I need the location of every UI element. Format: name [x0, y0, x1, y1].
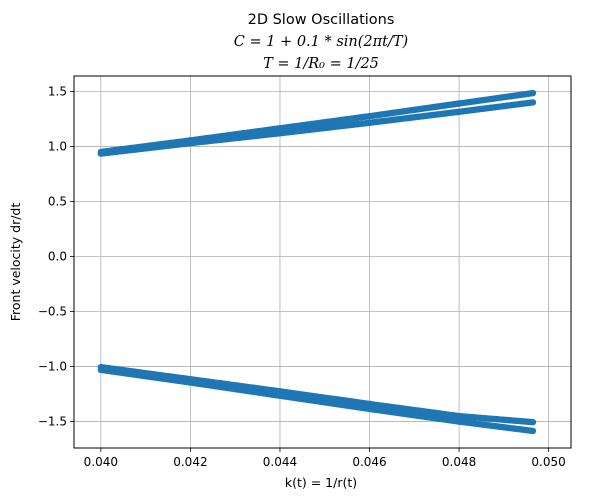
x-tick-label: 0.040 — [84, 455, 118, 469]
y-tick-label: −1.5 — [38, 415, 67, 429]
y-axis-label: Front velocity dr/dt — [8, 203, 23, 322]
scatter-point — [529, 99, 537, 106]
y-axis-ticks: −1.5 −1.0 −0.5 0.0 0.5 1.0 1.5 — [38, 84, 74, 429]
scatter-point — [529, 418, 537, 426]
chart-subtitle-line-2: T = 1/R₀ = 1/25 — [263, 56, 379, 72]
grid-lines — [74, 76, 571, 448]
x-tick-label: 0.046 — [352, 455, 386, 469]
scatter-point — [529, 427, 537, 435]
y-tick-label: 0.5 — [48, 194, 67, 208]
x-tick-label: 0.044 — [263, 455, 297, 469]
y-tick-label: 1.5 — [48, 84, 67, 98]
y-tick-label: −0.5 — [38, 305, 67, 319]
y-tick-label: 0.0 — [48, 249, 67, 263]
x-axis-ticks: 0.040 0.042 0.044 0.046 0.048 0.050 — [84, 448, 566, 469]
chart-title: 2D Slow Oscillations — [248, 12, 395, 28]
data-points — [97, 89, 537, 435]
chart-subtitle-line-1: C = 1 + 0.1 * sin(2πt/T) — [234, 34, 408, 50]
x-axis-label: k(t) = 1/r(t) — [285, 475, 357, 490]
y-tick-label: −1.0 — [38, 360, 67, 374]
scatter-point — [529, 89, 537, 97]
x-tick-label: 0.042 — [173, 455, 207, 469]
plot-frame — [73, 75, 572, 449]
x-tick-label: 0.050 — [531, 455, 565, 469]
y-tick-label: 1.0 — [48, 139, 67, 153]
x-tick-label: 0.048 — [442, 455, 476, 469]
